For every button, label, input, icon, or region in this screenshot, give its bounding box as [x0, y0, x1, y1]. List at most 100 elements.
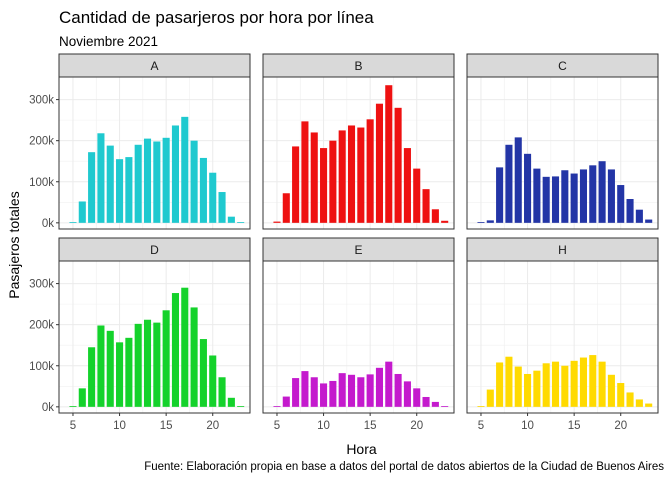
facet-strip-label: B: [354, 59, 362, 73]
panel-border: [58, 260, 251, 414]
bar: [551, 176, 560, 223]
bar: [134, 144, 142, 223]
panel-border: [262, 260, 455, 414]
bar: [106, 330, 114, 407]
bar: [477, 222, 485, 223]
bar: [375, 103, 384, 223]
bar: [496, 362, 504, 407]
bar: [347, 125, 356, 223]
bar: [366, 374, 374, 407]
bar: [403, 381, 411, 407]
bar: [329, 140, 337, 223]
panel-border: [262, 76, 455, 230]
bar: [237, 222, 245, 223]
bar: [635, 209, 643, 223]
bar: [88, 152, 96, 223]
bars-e: [273, 361, 449, 407]
bar: [162, 137, 170, 223]
facet-panels: A B C D E H: [58, 53, 659, 414]
bar: [338, 373, 346, 407]
x-tick-label: 5: [70, 420, 76, 432]
bar: [570, 360, 578, 407]
facet-strip-label: E: [354, 243, 362, 257]
bar: [579, 357, 588, 407]
bar: [282, 193, 290, 223]
facet-panel-c: C: [466, 53, 659, 230]
bar: [88, 347, 96, 407]
bar: [486, 389, 494, 407]
bar: [617, 185, 625, 223]
bar: [514, 366, 522, 407]
bar: [403, 148, 411, 223]
bar: [310, 377, 318, 407]
bar: [106, 145, 114, 223]
bar: [589, 355, 597, 407]
bar: [366, 119, 374, 223]
bar: [69, 222, 77, 223]
bar: [153, 141, 161, 223]
bar: [125, 337, 133, 407]
bar: [301, 121, 309, 223]
bar: [422, 189, 430, 223]
y-tick-label: 200k: [29, 320, 54, 332]
bar: [134, 323, 142, 407]
bar: [505, 144, 513, 223]
bars-a: [69, 116, 245, 223]
bar: [626, 199, 634, 223]
bar: [626, 392, 634, 407]
bars-h: [477, 355, 653, 407]
panel-border: [58, 76, 251, 230]
y-tick-label: 300k: [29, 279, 54, 291]
bars-d: [69, 287, 245, 407]
bar: [69, 406, 77, 407]
chart-caption: Fuente: Elaboración propia en base a dat…: [144, 461, 664, 473]
bar: [301, 371, 309, 407]
bar: [199, 339, 207, 407]
x-tick-label: 20: [614, 420, 627, 432]
facet-panel-e: E: [262, 237, 455, 414]
facet-panel-a: A: [58, 53, 251, 230]
bars-b: [273, 85, 449, 223]
facet-panel-h: H: [466, 237, 659, 414]
bar: [171, 293, 180, 407]
axes: 0k 100k 200k 300k 0k 100k 200k 300k 5 10 15 20 5 10 15…: [29, 95, 627, 432]
bar: [486, 220, 494, 223]
bar: [320, 148, 328, 223]
bar: [347, 374, 356, 407]
bar: [329, 380, 337, 407]
bar: [153, 322, 161, 407]
bar: [441, 406, 449, 407]
bar: [162, 310, 170, 407]
bar: [607, 169, 615, 223]
bar: [542, 363, 550, 407]
facet-strip-label: D: [150, 243, 159, 257]
x-tick-label: 10: [317, 420, 330, 432]
bar: [357, 127, 365, 223]
x-tick-label: 20: [410, 420, 423, 432]
bar: [116, 159, 124, 223]
facet-panel-b: B: [262, 53, 455, 230]
bar: [227, 397, 235, 407]
bar: [598, 361, 606, 407]
y-tick-label: 100k: [29, 361, 54, 373]
bar: [514, 137, 522, 223]
bar: [237, 406, 245, 407]
bar: [310, 132, 318, 223]
y-tick-label: 100k: [29, 177, 54, 189]
y-tick-label: 0k: [42, 218, 54, 230]
bar: [282, 396, 290, 407]
bar: [375, 367, 384, 407]
bar: [292, 146, 300, 223]
x-tick-label: 20: [206, 420, 219, 432]
bar: [431, 209, 439, 223]
bar: [589, 165, 597, 223]
bar: [143, 138, 152, 223]
bar: [617, 383, 625, 407]
bar: [533, 168, 541, 223]
bar: [171, 125, 180, 223]
bar: [143, 319, 152, 407]
bar: [579, 169, 588, 223]
bar: [385, 361, 393, 407]
bar: [607, 374, 615, 407]
bar: [181, 287, 189, 407]
